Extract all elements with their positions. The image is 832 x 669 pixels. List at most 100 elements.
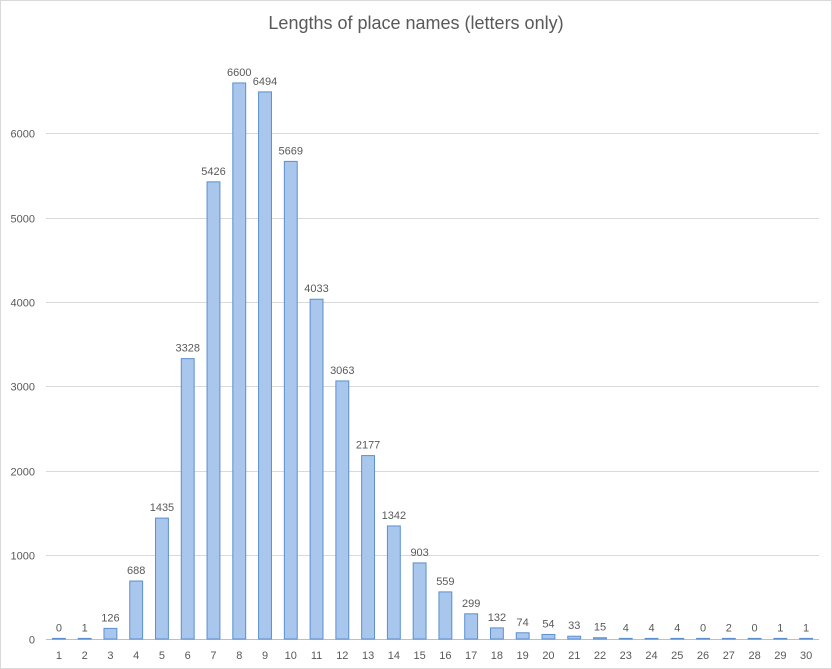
bar-30: [799, 637, 814, 640]
x-tick-label: 5: [159, 650, 165, 662]
data-label: 559: [436, 576, 454, 588]
bar-19: [515, 632, 530, 640]
x-tick-label: 21: [568, 650, 580, 662]
bar-20: [541, 633, 556, 640]
x-tick-label: 4: [133, 650, 139, 662]
data-label: 299: [462, 598, 480, 610]
bar-27: [721, 637, 736, 640]
data-label: 6600: [227, 67, 251, 79]
bar-16: [438, 591, 453, 640]
data-label: 132: [488, 612, 506, 624]
bar-14: [386, 525, 401, 640]
x-tick-label: 1: [56, 650, 62, 662]
data-label: 3328: [175, 343, 199, 355]
y-tick-label: 6000: [11, 129, 35, 141]
x-tick-label: 17: [465, 650, 477, 662]
x-tick-label: 9: [262, 650, 268, 662]
data-label: 2: [726, 622, 732, 634]
data-label: 6494: [253, 76, 277, 88]
data-label: 4: [648, 622, 654, 634]
x-tick-label: 27: [723, 650, 735, 662]
y-tick-label: 0: [29, 635, 35, 647]
x-tick-label: 7: [210, 650, 216, 662]
x-tick-label: 19: [517, 650, 529, 662]
x-tick-label: 30: [800, 650, 812, 662]
y-tick-label: 3000: [11, 382, 35, 394]
data-label: 126: [101, 612, 119, 624]
x-tick-label: 3: [107, 650, 113, 662]
data-label: 4: [674, 622, 680, 634]
x-tick-label: 20: [542, 650, 554, 662]
x-tick-label: 13: [362, 650, 374, 662]
x-tick-label: 14: [388, 650, 400, 662]
data-label: 0: [56, 622, 62, 634]
bar-25: [670, 637, 685, 640]
x-tick-label: 15: [413, 650, 425, 662]
bar-1: [51, 637, 66, 640]
data-label: 74: [517, 617, 529, 629]
x-tick-label: 25: [671, 650, 683, 662]
bar-8: [232, 82, 247, 640]
bars: [51, 82, 814, 640]
y-axis-ticks: 0 1000 2000 3000 4000 5000 6000: [11, 129, 35, 647]
data-label: 4: [623, 622, 629, 634]
x-tick-label: 8: [236, 650, 242, 662]
x-tick-label: 22: [594, 650, 606, 662]
data-label: 5426: [201, 166, 225, 178]
x-tick-label: 6: [185, 650, 191, 662]
x-tick-label: 23: [620, 650, 632, 662]
x-tick-label: 2: [82, 650, 88, 662]
bar-24: [644, 637, 659, 640]
y-tick-label: 5000: [11, 214, 35, 226]
bar-11: [309, 298, 324, 640]
bar-4: [129, 580, 144, 640]
data-label: 4033: [304, 283, 328, 295]
data-label: 15: [594, 622, 606, 634]
data-label: 1: [82, 622, 88, 634]
x-tick-label: 16: [439, 650, 451, 662]
data-label: 1: [803, 622, 809, 634]
data-label: 903: [410, 547, 428, 559]
bar-5: [155, 517, 169, 640]
bar-23: [618, 637, 633, 640]
x-tick-label: 18: [491, 650, 503, 662]
data-label: 1342: [382, 510, 406, 522]
bar-7: [206, 181, 221, 640]
bar-17: [464, 613, 479, 640]
data-label: 54: [542, 618, 554, 630]
x-axis-ticks: 1 2 3 4 5 6 7 8 9 10 11 12 13 14 15 16 17 18 19 20 21 22 23 24 2…: [56, 650, 812, 662]
bar-21: [567, 635, 582, 640]
data-label: 3063: [330, 365, 354, 377]
y-tick-label: 2000: [11, 467, 35, 479]
bar-3: [103, 627, 118, 640]
x-tick-label: 10: [285, 650, 297, 662]
bar-22: [593, 637, 607, 640]
data-label: 1435: [150, 502, 174, 514]
data-label: 2177: [356, 440, 380, 452]
bar-10: [283, 160, 298, 640]
bar-12: [335, 380, 350, 640]
data-label: 5669: [279, 145, 303, 157]
bar-26: [696, 637, 710, 640]
x-tick-label: 11: [311, 650, 322, 662]
bar-15: [412, 562, 427, 640]
x-tick-label: 26: [697, 650, 709, 662]
bar-13: [361, 455, 376, 640]
chart-title: Lengths of place names (letters only): [268, 13, 564, 33]
bar-9: [258, 91, 272, 640]
x-tick-label: 12: [336, 650, 348, 662]
y-tick-label: 1000: [11, 551, 35, 563]
gridlines: [46, 133, 819, 640]
bar-18: [489, 627, 504, 640]
x-tick-label: 24: [645, 650, 657, 662]
data-label: 0: [700, 622, 706, 634]
data-label: 0: [752, 622, 758, 634]
bar-6: [180, 358, 195, 640]
data-label: 688: [127, 565, 145, 577]
x-tick-label: 28: [748, 650, 760, 662]
y-tick-label: 4000: [11, 298, 35, 310]
bar-29: [773, 637, 788, 640]
